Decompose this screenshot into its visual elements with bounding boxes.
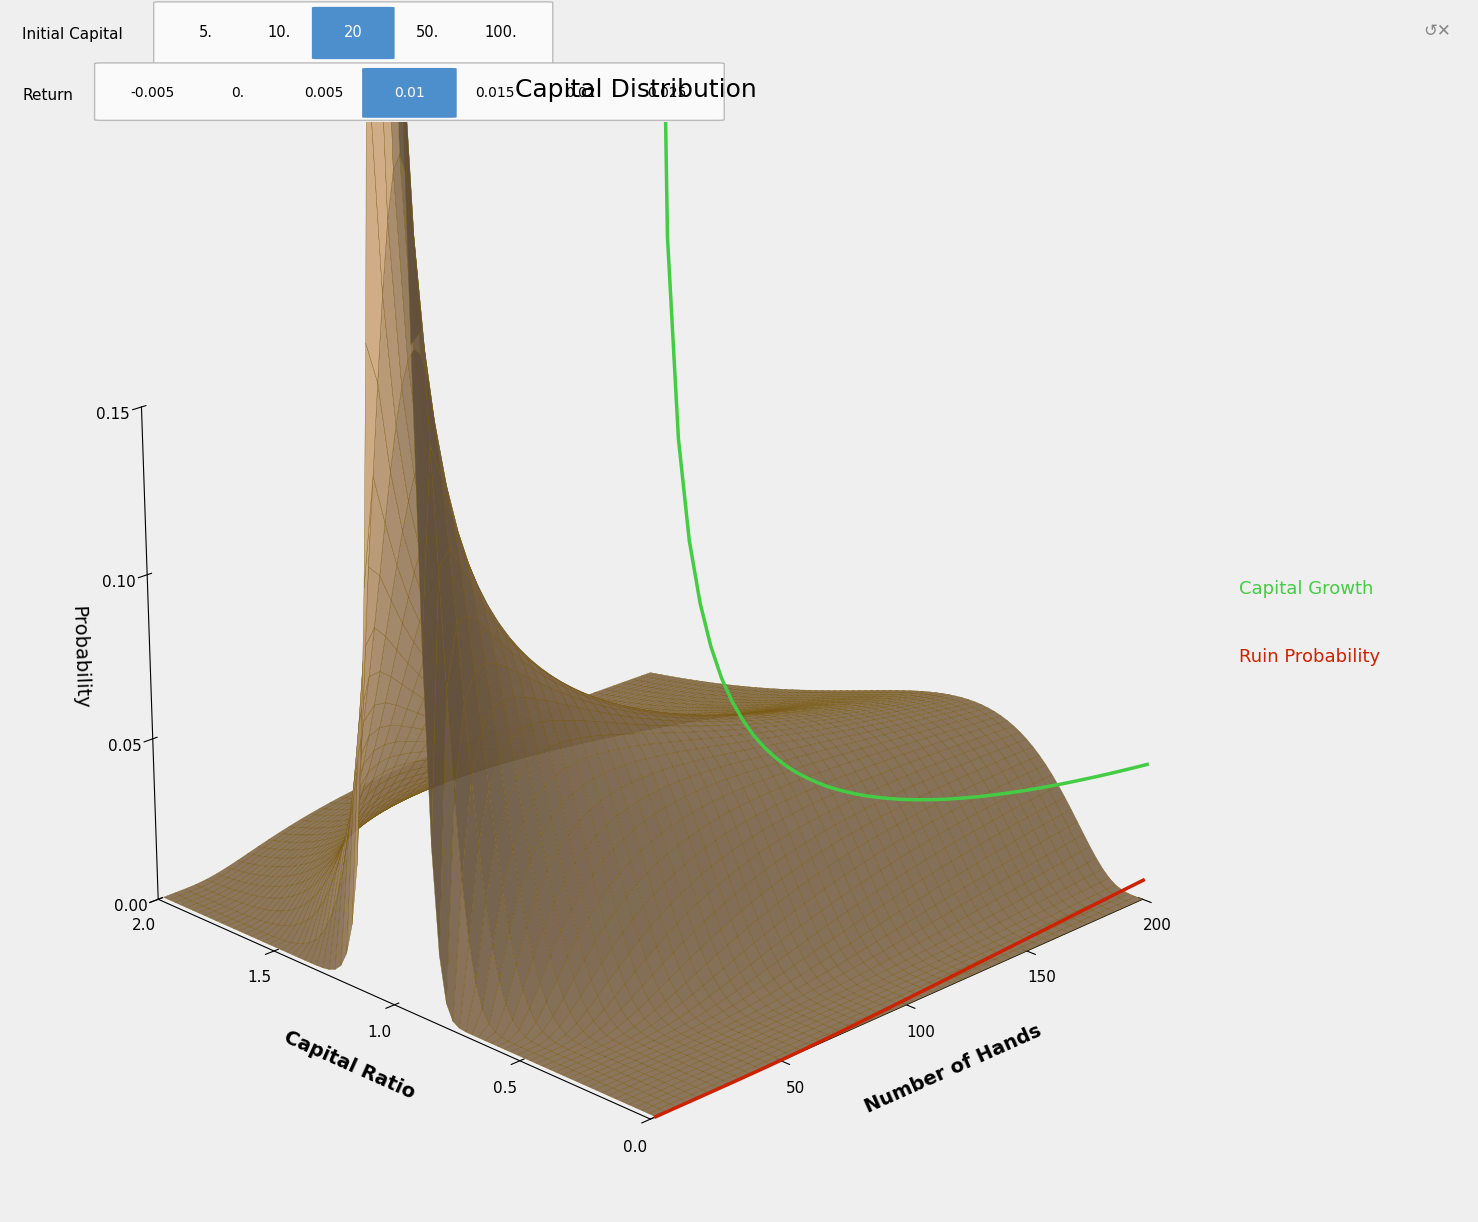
Text: 5.: 5.: [198, 26, 213, 40]
Y-axis label: Capital Ratio: Capital Ratio: [281, 1028, 418, 1103]
Text: 0.025: 0.025: [647, 86, 686, 100]
Text: -0.005: -0.005: [130, 86, 174, 100]
Text: 0.02: 0.02: [566, 86, 596, 100]
FancyBboxPatch shape: [362, 68, 457, 117]
Text: 20: 20: [344, 26, 362, 40]
Text: 0.005: 0.005: [304, 86, 343, 100]
X-axis label: Number of Hands: Number of Hands: [862, 1022, 1045, 1117]
Text: 0.: 0.: [232, 86, 244, 100]
Text: 0.01: 0.01: [395, 86, 424, 100]
Text: Return: Return: [22, 88, 72, 103]
Title: Capital Distribution: Capital Distribution: [514, 78, 757, 103]
Text: 50.: 50.: [415, 26, 439, 40]
FancyBboxPatch shape: [312, 7, 395, 59]
Text: Ruin Probability: Ruin Probability: [1240, 649, 1380, 666]
FancyBboxPatch shape: [95, 62, 724, 120]
Text: Initial Capital: Initial Capital: [22, 27, 123, 42]
Text: Capital Growth: Capital Growth: [1240, 580, 1373, 598]
Text: 10.: 10.: [268, 26, 291, 40]
FancyBboxPatch shape: [154, 2, 553, 64]
Text: 0.015: 0.015: [476, 86, 514, 100]
Text: ↺✕: ↺✕: [1423, 22, 1451, 39]
Text: 100.: 100.: [485, 26, 517, 40]
